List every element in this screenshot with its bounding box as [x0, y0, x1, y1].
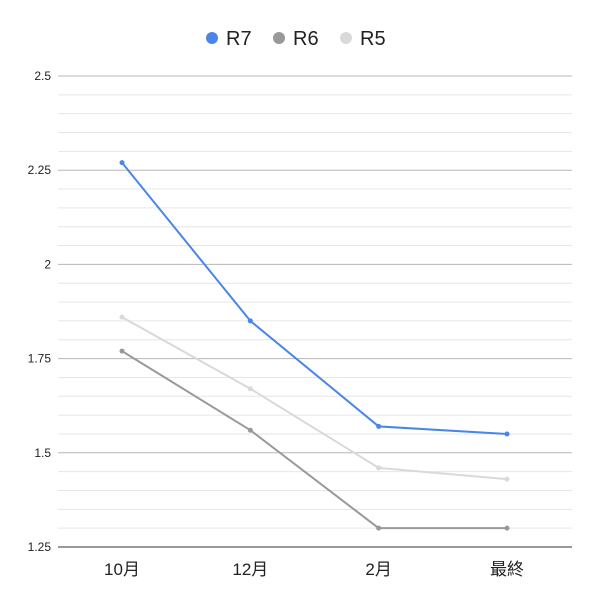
data-point: [376, 423, 382, 429]
legend-item-r5[interactable]: R5: [340, 28, 386, 50]
series-r6: [119, 348, 510, 531]
y-tick-label: 2.5: [34, 69, 51, 83]
data-point: [504, 525, 510, 531]
y-tick-label: 1.25: [28, 540, 52, 554]
y-axis: 1.25 1.5 1.75 2 2.25 2.5: [28, 69, 52, 554]
data-point: [119, 314, 125, 320]
data-point: [119, 348, 125, 354]
y-tick-label: 2: [44, 257, 51, 271]
series-r7: [119, 160, 510, 437]
data-point: [247, 318, 253, 324]
y-tick-label: 1.5: [34, 446, 51, 460]
data-point: [247, 427, 253, 433]
legend: R7 R6 R5: [206, 28, 386, 50]
x-tick-label: 10月: [104, 560, 140, 579]
y-tick-label: 2.25: [28, 163, 52, 177]
series-r5: [119, 314, 510, 482]
series-line: [121, 350, 507, 530]
series-line: [121, 316, 508, 481]
data-point: [247, 386, 253, 392]
gridlines: [58, 75, 572, 548]
data-point: [376, 525, 382, 531]
legend-label: R5: [360, 28, 386, 50]
legend-label: R7: [226, 28, 252, 50]
legend-marker: [340, 32, 352, 44]
data-point: [504, 476, 510, 482]
legend-label: R6: [293, 28, 319, 50]
legend-item-r6[interactable]: R6: [273, 28, 319, 50]
legend-marker: [273, 32, 285, 44]
data-point: [119, 160, 125, 166]
x-tick-label: 2月: [365, 560, 391, 579]
y-tick-label: 1.75: [28, 352, 52, 366]
x-tick-label: 最終: [490, 560, 524, 579]
x-axis: 10月 12月 2月 最終: [104, 560, 524, 579]
legend-marker: [206, 32, 218, 44]
data-point: [504, 431, 510, 437]
series-line: [121, 162, 508, 435]
legend-item-r7[interactable]: R7: [206, 28, 252, 50]
series-lines: [119, 160, 510, 531]
x-tick-label: 12月: [232, 560, 268, 579]
data-point: [376, 465, 382, 471]
